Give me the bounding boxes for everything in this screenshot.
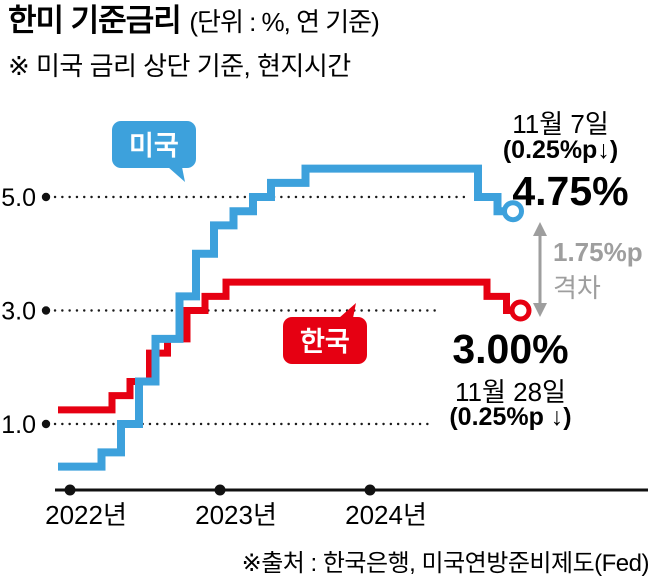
y-axis-label: 3.0 [1,298,36,326]
y-axis-tick-dot [41,419,51,429]
y-axis-label: 1.0 [1,411,36,439]
kr-latest-rate: 3.00% [452,326,569,372]
header: 한미 기준금리 (단위 : %, 연 기준) ※ 미국 금리 상단 기준, 현지… [8,2,380,83]
rate-gap-value: 1.75%p [553,237,643,267]
y-axis-label: 5.0 [1,184,36,212]
kr-latest-change: (0.25%p ↓) [449,403,572,431]
gap-arrow-down-icon [533,303,547,317]
x-axis-label: 2022년 [45,500,127,530]
y-axis-tick-dot [41,306,51,315]
series-line-us [58,164,505,471]
title-line: 한미 기준금리 (단위 : %, 연 기준) [8,2,380,41]
series-end-circle-us [502,200,524,223]
us-latest-date: 11월 7일 [512,109,609,139]
series-end-circle-korea [509,299,532,322]
us-series-badge: 미국 [112,121,196,182]
us-latest-rate: 4.75% [512,168,629,214]
x-axis-label: 2023년 [195,500,277,530]
source-note: ※출처 : 한국은행, 미국연방준비제도(Fed) [241,550,650,577]
kr-badge-tail-icon [338,303,356,318]
x-axis-tick-dot [64,484,76,496]
us-series-label: 미국 [129,131,179,161]
us-badge-tail-icon [167,167,185,182]
gap-arrow-up-icon [533,222,547,236]
page-title: 한미 기준금리 [8,3,182,38]
kr-series-label: 한국 [300,327,350,357]
y-axis-tick-dot [41,192,51,202]
x-axis-label: 2024년 [345,500,427,530]
title-unit-note: (단위 : %, 연 기준) [189,7,379,37]
x-axis-tick-dot [214,484,226,496]
kr-latest-date: 11월 28일 [455,377,566,407]
series-line-korea [58,278,513,414]
x-axis-tick-dot [364,484,376,496]
us-latest-change: (0.25%p↓) [502,136,619,164]
kr-series-badge: 한국 [283,303,367,364]
rate-gap-label: 격차 [553,273,601,303]
subtitle-note: ※ 미국 금리 상단 기준, 현지시간 [8,50,351,81]
